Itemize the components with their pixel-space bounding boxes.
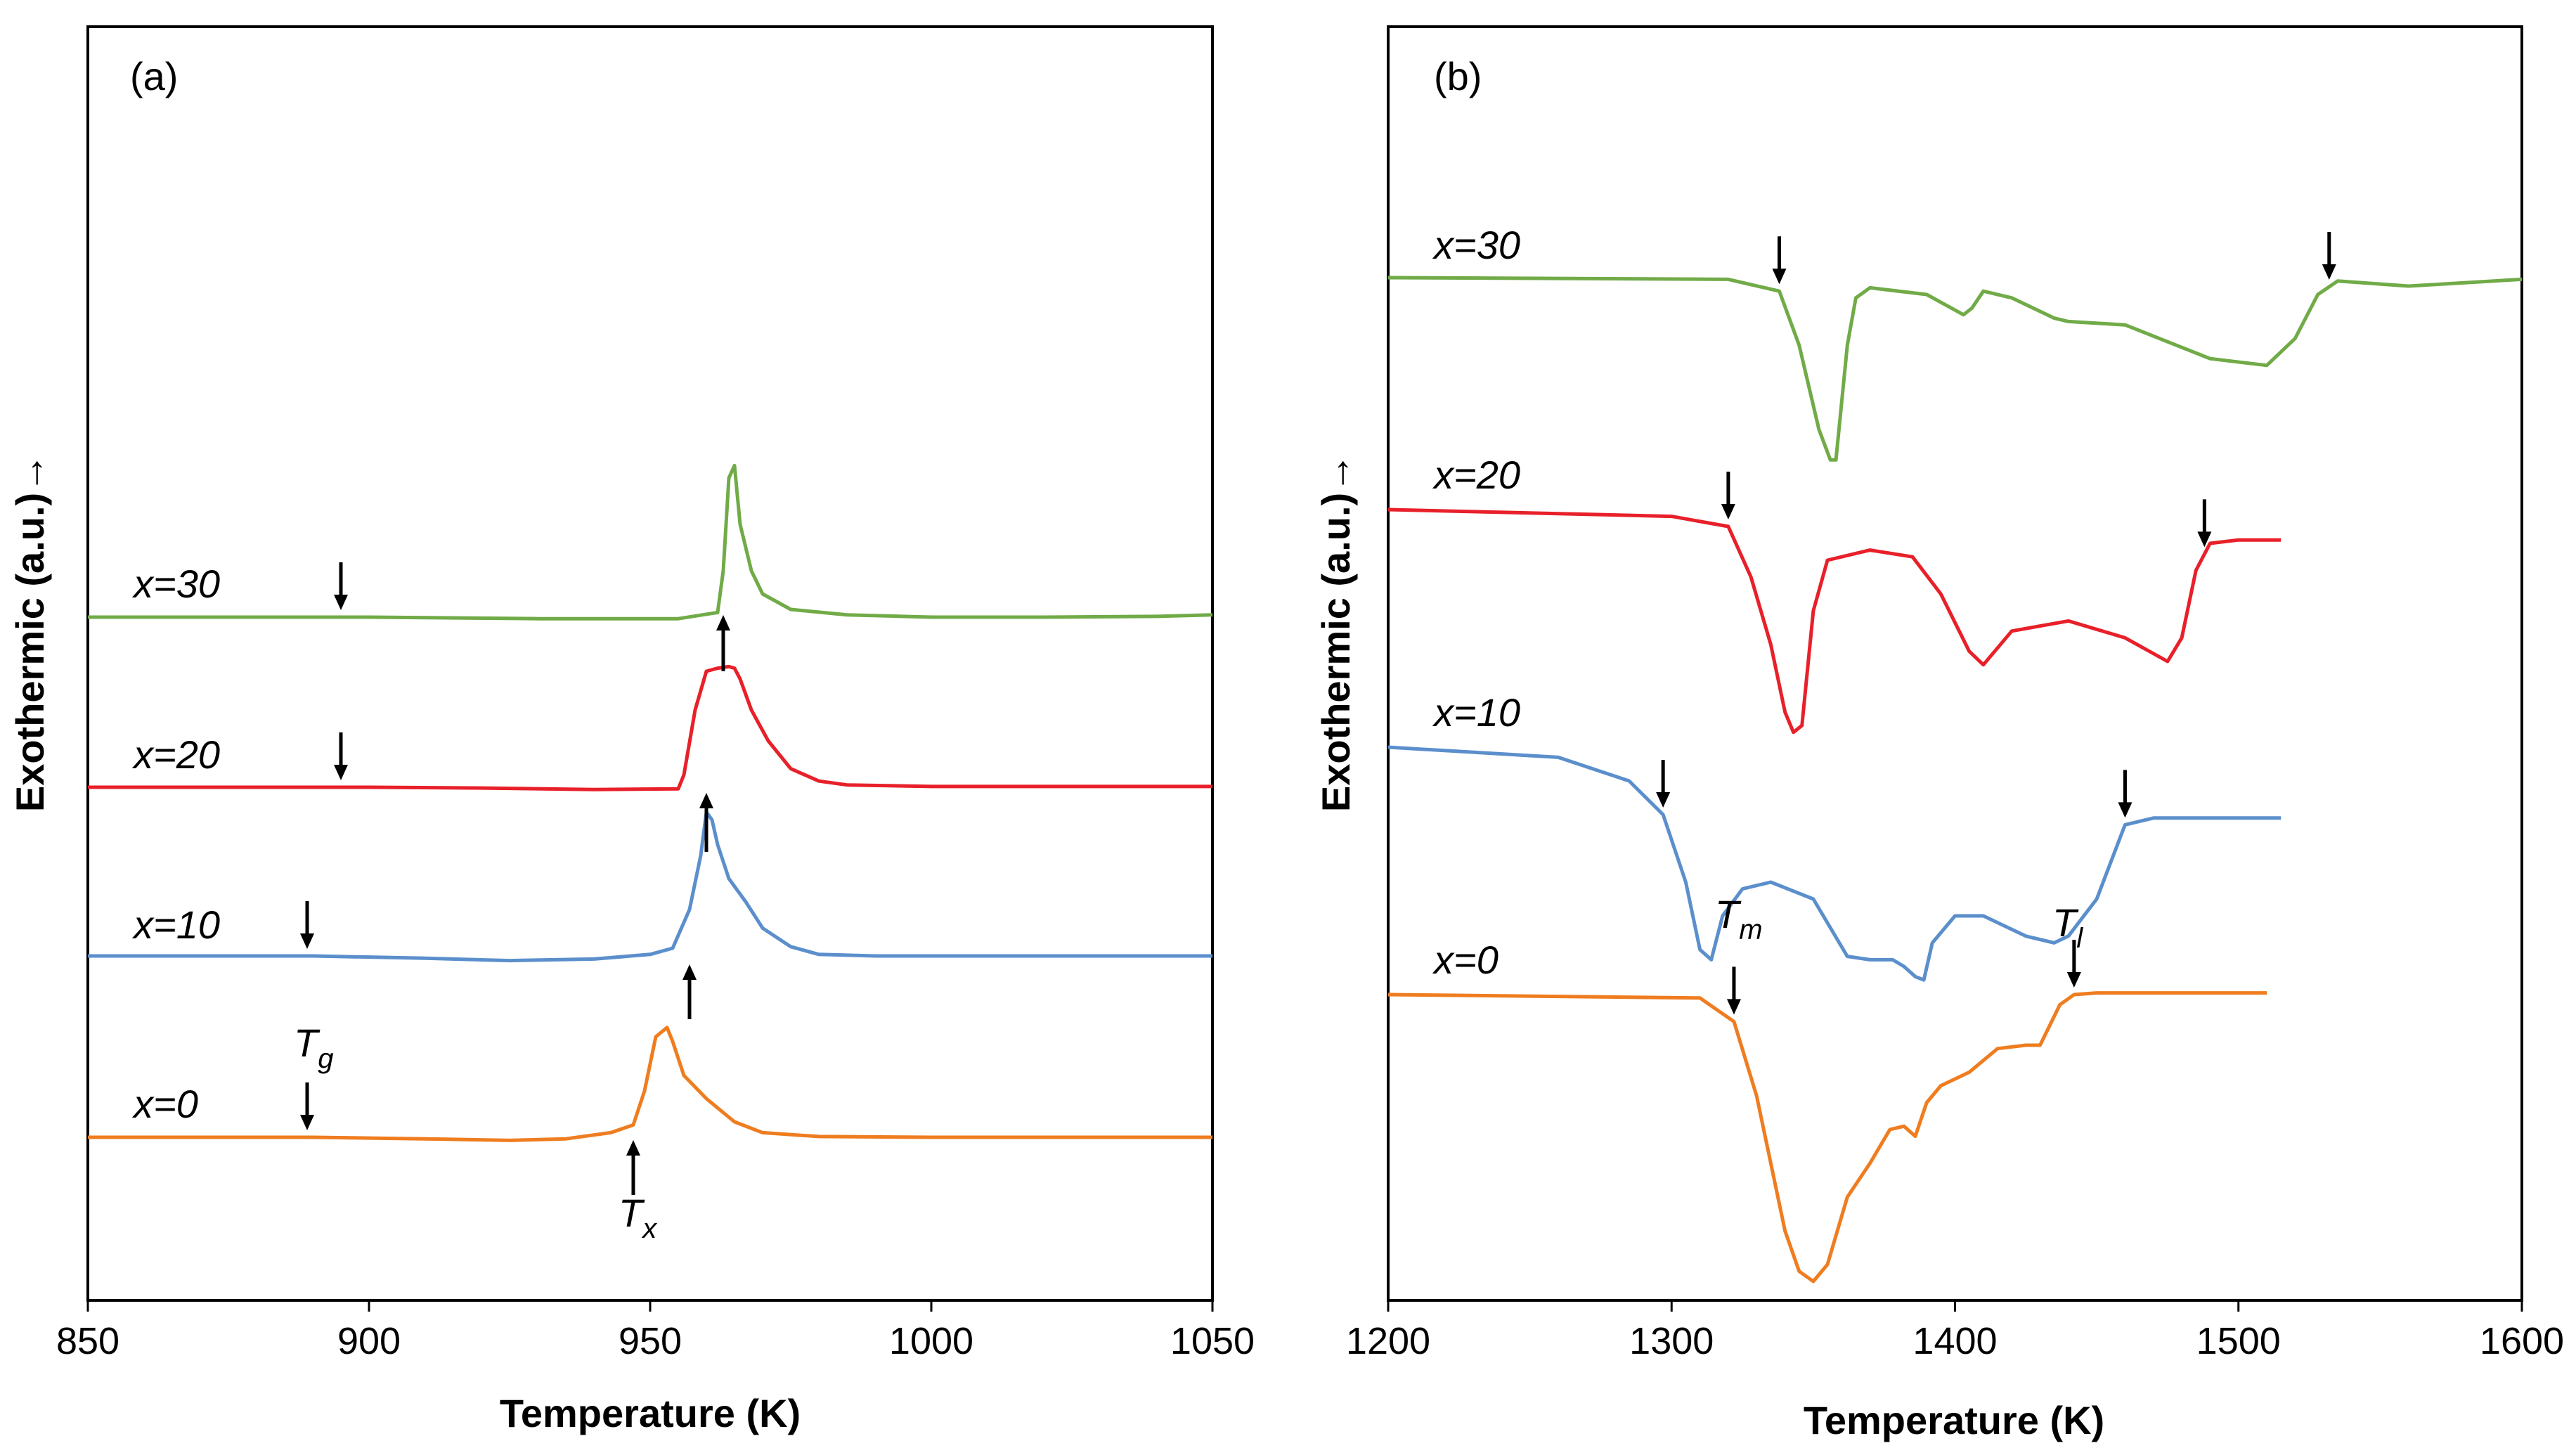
panel-b-tick-label-1300: 1300 — [1629, 1320, 1714, 1362]
panel-b-series-label-x-20: x=20 — [1432, 453, 1520, 497]
annotation-tm: Tm — [1715, 892, 1763, 945]
panel-b-arrow-head-6 — [1726, 999, 1741, 1015]
panel-b-series-label-x-0: x=0 — [1432, 938, 1499, 982]
panel-a-arrow-head-1 — [334, 765, 348, 780]
annotation-tl-main: T — [2052, 900, 2079, 945]
panel-b-arrow-head-5 — [2118, 802, 2132, 818]
panel-b-series-label-x-30: x=30 — [1432, 223, 1520, 267]
panel-b-arrow-head-1 — [2322, 264, 2336, 280]
panel-a-series-label-x-0: x=0 — [131, 1082, 198, 1126]
panel-a-curves — [88, 463, 1213, 1142]
annotation-tx-main: T — [619, 1191, 645, 1235]
panel-b-series-x-30 — [1387, 276, 2523, 462]
panel-a-frame — [86, 25, 1214, 1302]
annotation-tg: Tg — [294, 1021, 333, 1074]
annotation-tm-sub: m — [1739, 914, 1762, 945]
panel-b-tick-label-1500: 1500 — [2196, 1320, 2281, 1362]
panel-b-series-x-0 — [1387, 991, 2267, 1283]
panel-a-series-x-20 — [88, 664, 1212, 791]
panel-a-y-axis-title: Exothermic (a.u.)→ — [8, 453, 52, 812]
panel-b-y-axis-title: Exothermic (a.u.)→ — [1314, 453, 1358, 812]
panel-a-arrow-head-3 — [300, 1115, 314, 1130]
panel-a-arrows — [300, 562, 730, 1195]
annotation-tx: Tx — [619, 1191, 658, 1244]
annotation-tx-sub: x — [641, 1213, 658, 1244]
panel-a: (a) 850 900 950 1000 1050 x=30 x=20 x=10 x=0 Te… — [8, 25, 1255, 1435]
panel-a-series-x-30 — [88, 463, 1213, 621]
panel-b-series-x-10 — [1387, 745, 2281, 982]
panel-b-curves — [1387, 276, 2523, 1283]
panel-b-arrow-head-4 — [1656, 792, 1671, 808]
panel-b-arrow-head-0 — [1772, 269, 1787, 285]
panel-b-curve-labels: x=30 x=20 x=10 x=0 — [1432, 223, 1520, 982]
panel-b-x-ticks: 1200 1300 1400 1500 1600 — [1346, 1300, 2564, 1362]
panel-b-arrow-head-7 — [2066, 972, 2081, 988]
panel-b-arrows — [1656, 232, 2336, 1015]
annotation-tm-main: T — [1715, 892, 1742, 936]
annotation-tg-main: T — [294, 1021, 321, 1065]
panel-a-arrow-head-2 — [300, 933, 314, 949]
panel-b-arrow-head-2 — [1721, 504, 1735, 519]
panel-a-arrow-head-5 — [699, 793, 713, 808]
panel-a-x-ticks: 850 900 950 1000 1050 — [56, 1300, 1255, 1362]
panel-a-arrow-head-6 — [682, 964, 697, 980]
panel-a-tick-label-1050: 1050 — [1170, 1320, 1255, 1362]
panel-b: (b) 1200 1300 1400 1500 1600 x=30 x=20 x=10 x=0… — [1314, 25, 2564, 1442]
panel-a-arrow-head-7 — [626, 1140, 640, 1156]
panel-a-series-label-x-20: x=20 — [131, 732, 220, 777]
panel-a-arrow-head-0 — [334, 595, 348, 610]
panel-b-series-x-20 — [1387, 507, 2281, 735]
panel-a-series-x-10 — [88, 810, 1212, 963]
panel-a-tick-label-950: 950 — [619, 1320, 682, 1362]
panel-a-tick-label-900: 900 — [337, 1320, 401, 1362]
panel-a-tick-label-850: 850 — [56, 1320, 119, 1362]
panel-b-tick-label-1400: 1400 — [1912, 1320, 1997, 1362]
panel-a-curve-labels: x=30 x=20 x=10 x=0 — [131, 562, 220, 1126]
panel-b-tick-label-1200: 1200 — [1346, 1320, 1430, 1362]
panel-b-label: (b) — [1434, 54, 1482, 98]
panel-b-frame — [1387, 25, 2523, 1302]
annotation-tg-sub: g — [318, 1043, 333, 1074]
panel-a-label: (a) — [130, 54, 178, 98]
panel-b-x-axis-title: Temperature (K) — [1804, 1398, 2104, 1442]
panel-a-x-axis-title: Temperature (K) — [500, 1391, 801, 1435]
panel-a-series-x-0 — [88, 1026, 1212, 1142]
annotation-tl-sub: l — [2076, 923, 2083, 954]
panel-b-arrow-head-3 — [2197, 531, 2212, 548]
annotation-tl: Tl — [2052, 900, 2083, 954]
panel-a-tick-label-1000: 1000 — [889, 1320, 973, 1362]
panel-a-series-label-x-10: x=10 — [131, 903, 220, 947]
panel-b-tick-label-1600: 1600 — [2480, 1320, 2564, 1362]
panel-a-series-label-x-30: x=30 — [131, 562, 220, 606]
panel-b-series-label-x-10: x=10 — [1432, 690, 1520, 735]
panel-a-arrow-head-4 — [716, 615, 730, 630]
